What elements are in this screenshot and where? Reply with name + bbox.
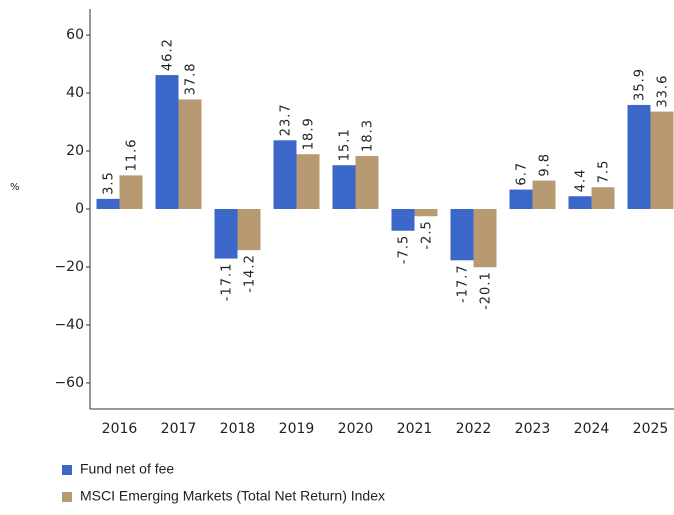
bar <box>332 165 356 209</box>
legend-swatch <box>62 492 72 502</box>
bar <box>296 154 320 209</box>
bar <box>650 111 674 209</box>
data-label: -2.5 <box>420 220 435 249</box>
y-tick-label: 0 <box>75 201 84 217</box>
data-label: 23.7 <box>279 103 294 136</box>
bar <box>532 180 556 209</box>
bar <box>96 198 120 209</box>
bar <box>273 140 297 209</box>
data-label: 15.1 <box>338 128 353 161</box>
data-label: 35.9 <box>633 68 648 101</box>
x-tick-label: 2021 <box>397 421 433 437</box>
bar <box>414 209 438 217</box>
x-tick-label: 2016 <box>102 421 138 437</box>
bar <box>473 209 497 268</box>
data-label: 18.9 <box>302 117 317 150</box>
data-label: 3.5 <box>102 171 117 195</box>
data-label: 6.7 <box>515 162 530 186</box>
data-label: 4.4 <box>574 169 589 193</box>
data-label: 33.6 <box>656 75 671 108</box>
y-axis-label: % <box>10 182 20 193</box>
y-tick-label: −60 <box>54 375 84 391</box>
bar <box>391 209 415 231</box>
data-label: 37.8 <box>184 62 199 95</box>
x-tick-label: 2017 <box>161 421 197 437</box>
x-tick-label: 2020 <box>338 421 374 437</box>
y-tick-label: −20 <box>54 259 84 275</box>
y-tick-label: 20 <box>66 143 84 159</box>
x-tick-label: 2023 <box>515 421 551 437</box>
bar <box>591 187 615 209</box>
data-label: -17.7 <box>456 264 471 303</box>
data-label: 9.8 <box>538 153 553 177</box>
x-tick-label: 2022 <box>456 421 492 437</box>
bar <box>237 209 261 251</box>
bar <box>119 175 143 209</box>
x-tick-label: 2019 <box>279 421 315 437</box>
bar <box>568 196 592 209</box>
y-tick-label: 60 <box>66 27 84 43</box>
x-tick-label: 2018 <box>220 421 256 437</box>
bar <box>178 99 202 209</box>
data-label: 11.6 <box>125 138 140 171</box>
legend-swatch <box>62 465 72 475</box>
data-label: 46.2 <box>161 38 176 71</box>
x-tick-label: 2025 <box>633 421 669 437</box>
data-label: 18.3 <box>361 119 376 152</box>
bar <box>450 209 474 261</box>
bar <box>155 75 179 209</box>
legend-label: Fund net of fee <box>80 461 174 477</box>
data-label: 7.5 <box>597 160 612 184</box>
data-label: -14.2 <box>243 254 258 293</box>
data-label: -20.1 <box>479 271 494 310</box>
bar <box>627 104 651 209</box>
legend-label: MSCI Emerging Markets (Total Net Return)… <box>80 488 385 504</box>
bar <box>509 189 533 209</box>
data-label: -7.5 <box>397 235 412 264</box>
bar <box>355 155 379 209</box>
bar <box>214 209 238 259</box>
y-tick-label: −40 <box>54 317 84 333</box>
y-tick-label: 40 <box>66 85 84 101</box>
data-label: -17.1 <box>220 263 235 302</box>
x-tick-label: 2024 <box>574 421 610 437</box>
